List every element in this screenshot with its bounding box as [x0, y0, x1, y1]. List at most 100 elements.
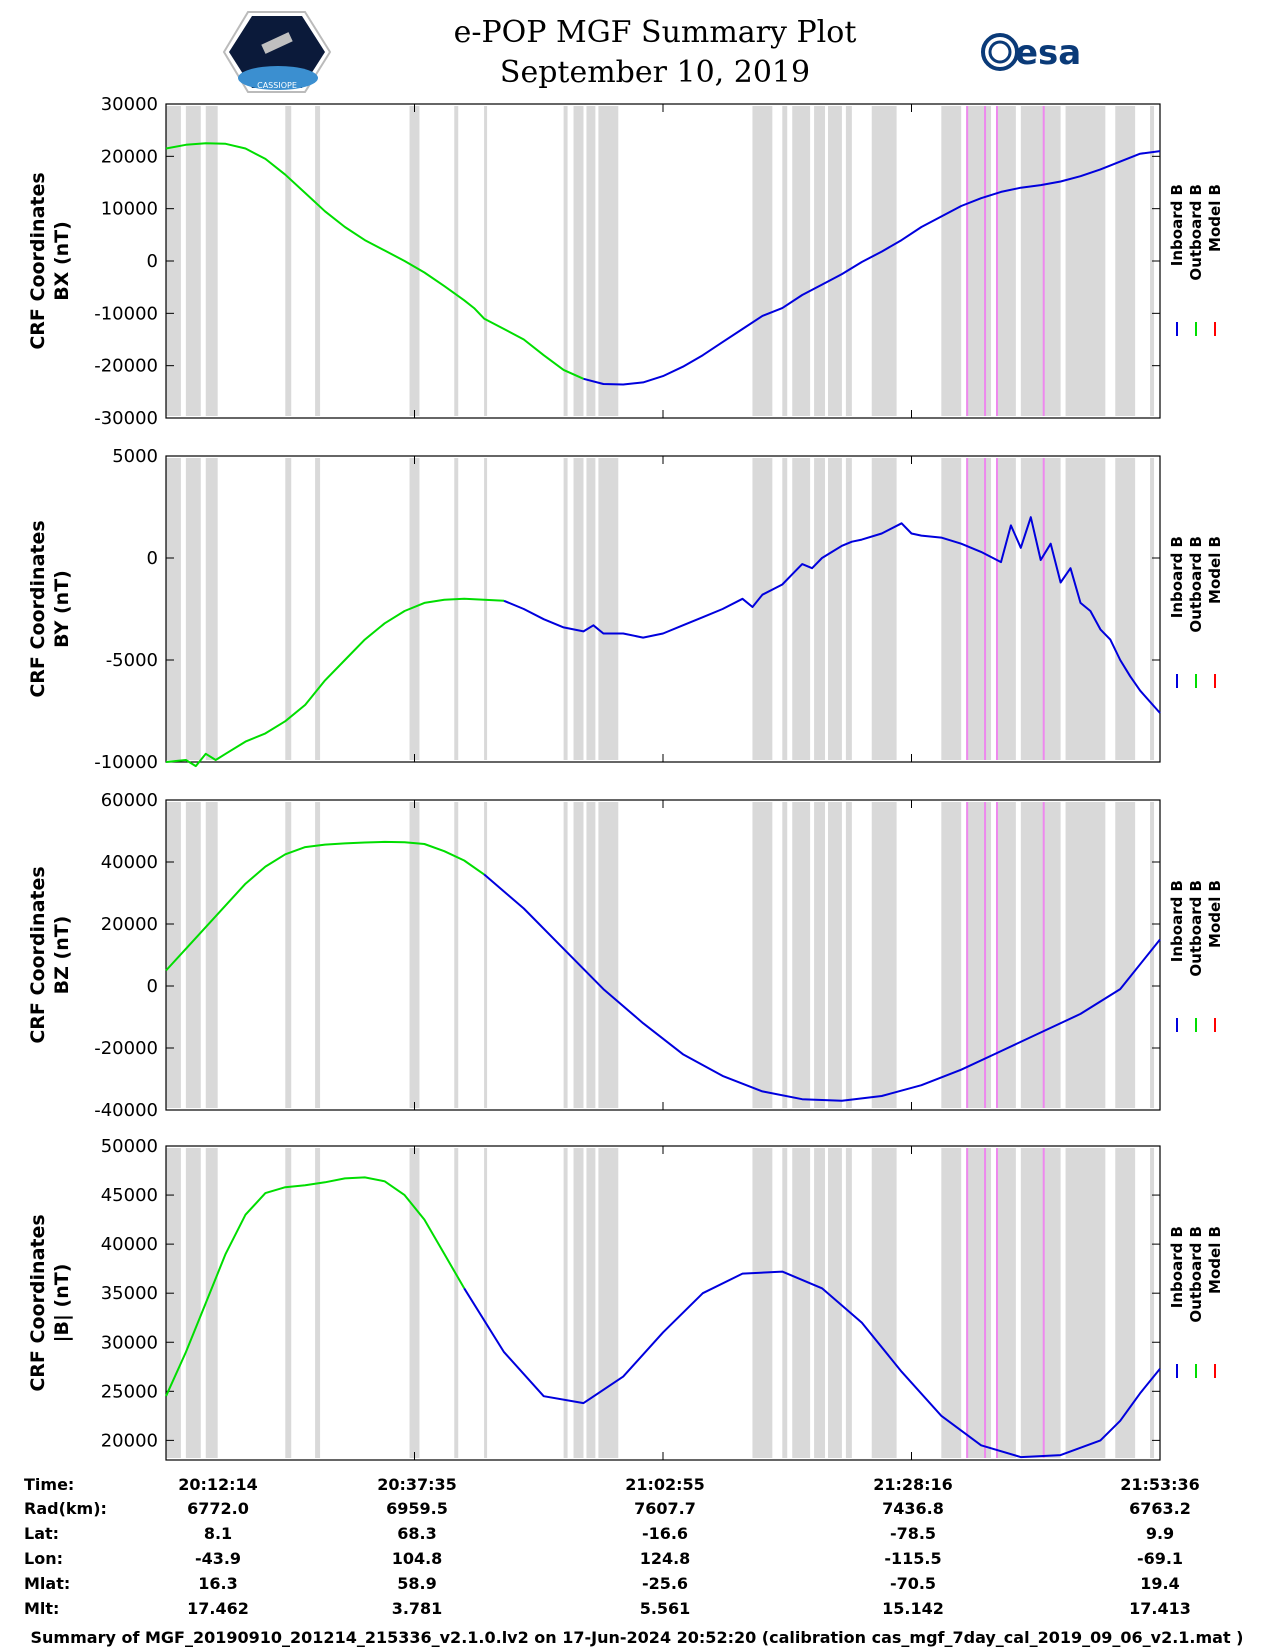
data-gap-band — [782, 106, 788, 416]
data-gap-band — [1150, 458, 1155, 760]
data-gap-band — [941, 106, 962, 416]
data-gap-band — [814, 458, 826, 760]
y-axis-label: CRF Coordinates — [27, 172, 49, 349]
data-gap-band — [782, 802, 788, 1108]
legend-label: Model B — [1206, 1226, 1224, 1294]
chart-panel: 5000 0 -5000 -10000 CRF Coordinates BY (nT) In… — [27, 446, 1224, 773]
legend-label: Outboard B — [1187, 880, 1205, 977]
data-gap-band — [409, 802, 420, 1108]
data-gap-band — [871, 458, 897, 760]
y-axis-unit-label: |B| (nT) — [51, 1264, 73, 1343]
data-gap-band — [185, 458, 201, 760]
info-cell: 5.561 — [640, 1599, 691, 1618]
info-cell: -69.1 — [1137, 1549, 1183, 1568]
data-gap-band — [966, 106, 992, 416]
y-tick-label: 30000 — [101, 94, 158, 115]
data-gap-band — [586, 106, 596, 416]
info-row-label: Rad(km): — [24, 1499, 107, 1518]
info-cell: 19.4 — [1140, 1574, 1179, 1593]
data-gap-band — [792, 802, 811, 1108]
y-tick-label: 0 — [147, 251, 158, 272]
data-gap-band — [454, 1148, 459, 1458]
series-line — [165, 142, 584, 380]
data-gap-band — [966, 1148, 992, 1458]
panels: 30000 20000 10000 0 -10000 -20000 -30000 CRF Co… — [27, 94, 1224, 1461]
series-line — [583, 150, 1161, 386]
info-cell: -70.5 — [890, 1574, 936, 1593]
y-tick-label: 20000 — [101, 914, 158, 935]
data-gap-band — [752, 458, 773, 760]
x-tick-label: 21:28:16 — [873, 1475, 953, 1494]
legend-label: Inboard B — [1168, 184, 1186, 266]
info-cell: -16.6 — [642, 1524, 688, 1543]
y-tick-label: -20000 — [94, 356, 158, 377]
data-gap-band — [845, 1148, 852, 1458]
data-gap-band — [285, 802, 292, 1108]
data-gap-band — [573, 802, 584, 1108]
data-gap-band — [563, 106, 568, 416]
data-gap-band — [315, 1148, 321, 1458]
chart-panel: 50000 45000 40000 35000 30000 25000 20000 CRF C… — [27, 1136, 1224, 1461]
data-gap-band — [941, 802, 962, 1108]
data-gap-band — [966, 458, 992, 760]
info-cell: 6772.0 — [187, 1499, 249, 1518]
info-cell: 7436.8 — [882, 1499, 944, 1518]
legend-label: Outboard B — [1187, 1226, 1205, 1323]
legend: Inboard B Outboard B Model B — [1168, 536, 1224, 688]
data-gap-band — [586, 802, 596, 1108]
y-tick-label: 30000 — [101, 1332, 158, 1353]
data-gap-band — [1065, 1148, 1106, 1458]
data-gap-band — [285, 1148, 292, 1458]
data-gap-band — [166, 1148, 181, 1458]
x-tick-label: 20:37:35 — [377, 1475, 457, 1494]
y-tick-label: 5000 — [112, 446, 158, 467]
data-gap-band — [828, 458, 842, 760]
y-tick-label: 0 — [147, 548, 158, 569]
data-gap-band — [845, 802, 852, 1108]
data-gap-band — [1020, 802, 1061, 1108]
legend-label: Inboard B — [1168, 536, 1186, 618]
data-gap-band — [205, 106, 218, 416]
info-cell: 58.9 — [397, 1574, 436, 1593]
data-gap-band — [598, 1148, 619, 1458]
data-gap-band — [409, 1148, 420, 1458]
data-gap-band — [752, 106, 773, 416]
data-gap-band — [573, 106, 584, 416]
data-gap-band — [941, 458, 962, 760]
cassiope-logo-text: CASSIOPE — [257, 81, 297, 90]
data-gap-band — [828, 802, 842, 1108]
y-tick-label: 20000 — [101, 1430, 158, 1451]
data-gap-band — [814, 106, 826, 416]
y-tick-label: -30000 — [94, 408, 158, 429]
info-row-label: Mlt: — [24, 1599, 59, 1618]
x-tick-labels: Time: 20:12:14 20:37:35 21:02:55 21:28:16 21:… — [24, 1475, 1200, 1494]
y-axis-unit-label: BY (nT) — [51, 570, 73, 648]
y-tick-label: -10000 — [94, 303, 158, 324]
data-gap-band — [814, 1148, 826, 1458]
info-cell: 3.781 — [392, 1599, 443, 1618]
data-gap-band — [285, 458, 292, 760]
info-cell: -78.5 — [890, 1524, 936, 1543]
y-axis-label: CRF Coordinates — [27, 866, 49, 1043]
data-gap-band — [573, 1148, 584, 1458]
info-cell: 15.142 — [882, 1599, 944, 1618]
info-cell: 68.3 — [397, 1524, 436, 1543]
y-tick-label: 45000 — [101, 1185, 158, 1206]
data-gap-band — [941, 1148, 962, 1458]
data-gap-band — [205, 1148, 218, 1458]
legend-label: Model B — [1206, 184, 1224, 252]
info-cell: -25.6 — [642, 1574, 688, 1593]
data-gap-band — [598, 802, 619, 1108]
y-tick-label: 40000 — [101, 1234, 158, 1255]
data-gap-band — [454, 458, 459, 760]
y-tick-label: 10000 — [101, 199, 158, 220]
y-tick-label: 25000 — [101, 1381, 158, 1402]
data-gap-band — [586, 458, 596, 760]
chart-panel: 30000 20000 10000 0 -10000 -20000 -30000 CRF Co… — [27, 94, 1224, 429]
data-gap-band — [995, 1148, 1016, 1458]
data-gap-band — [814, 802, 826, 1108]
data-gap-band — [1065, 458, 1106, 760]
data-gap-band — [828, 1148, 842, 1458]
data-gap-band — [484, 106, 488, 416]
data-gap-band — [995, 106, 1016, 416]
